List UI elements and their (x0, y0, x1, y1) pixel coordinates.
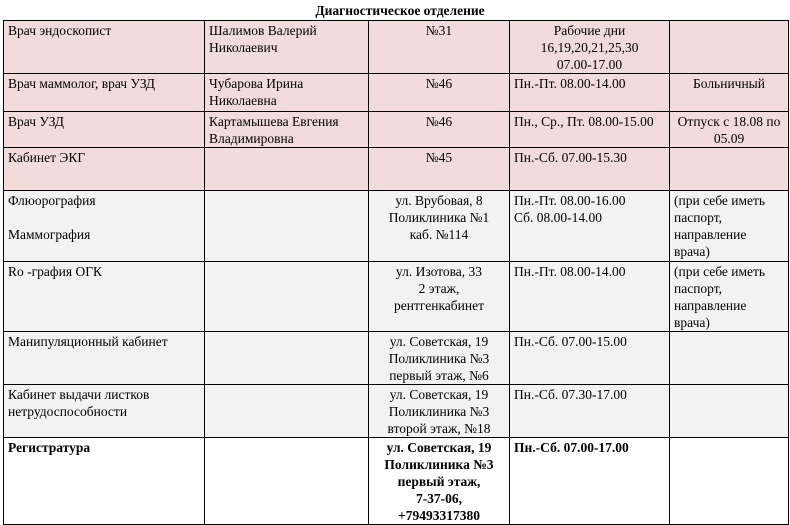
table-cell: Манипуляционный кабинет (3, 331, 205, 385)
table-cell: ул. Советская, 19 Поликлиника №3 первый … (368, 331, 510, 385)
table-cell: №46 (368, 111, 510, 148)
table-cell: Пн.-Сб. 07.30-17.00 (509, 384, 670, 438)
table-cell: Отпуск с 18.08 по 05.09 (669, 111, 789, 148)
table-cell: ул. Советская, 19 Поликлиника №3 второй … (368, 384, 510, 438)
table-cell: Чубарова Ирина Николаевна (204, 73, 369, 112)
table-cell: Пн.-Пт. 08.00-14.00 (509, 73, 670, 112)
table-row: Манипуляционный кабинет ул. Советская, 19… (3, 331, 789, 385)
page: Диагностическое отделение Врач эндоскопи… (3, 3, 789, 525)
table-cell (204, 331, 369, 385)
table-cell (669, 20, 789, 74)
table-cell: Флюорография Маммография (3, 190, 205, 262)
table-cell: ул. Врубовая, 8 Поликлиника №1 каб. №114 (368, 190, 510, 262)
table-cell: Рабочие дни 16,19,20,21,25,30 07.00-17.0… (509, 20, 670, 74)
table-cell (669, 147, 789, 191)
table-cell: ул. Советская, 19 Поликлиника №3 первый … (368, 437, 510, 525)
table-cell: Врач маммолог, врач УЗД (3, 73, 205, 112)
table-cell (669, 331, 789, 385)
table-cell (204, 384, 369, 438)
table-cell (204, 261, 369, 332)
table-cell: Шалимов Валерий Николаевич (204, 20, 369, 74)
table-row: Флюорография Маммография ул. Врубовая, 8 … (3, 190, 789, 262)
schedule-table: Врач эндоскопист Шалимов Валерий Николаев… (3, 20, 789, 525)
table-cell (669, 437, 789, 525)
table-row: Врач маммолог, врач УЗД Чубарова Ирина Ни… (3, 73, 789, 112)
table-cell: Пн.-Сб. 07.00-17.00 (509, 437, 670, 525)
table-cell: Пн.-Сб. 07.00-15.00 (509, 331, 670, 385)
table-cell: Больничный (669, 73, 789, 112)
table-row: Регистратура ул. Советская, 19 Поликлиник… (3, 437, 789, 525)
table-cell: (при себе иметь паспорт, направление вра… (669, 190, 789, 262)
table-cell: Ro -графия ОГК (3, 261, 205, 332)
table-cell: №45 (368, 147, 510, 191)
table-cell (669, 384, 789, 438)
table-cell: Пн.-Сб. 07.00-15.30 (509, 147, 670, 191)
table-cell: (при себе иметь паспорт, направление вра… (669, 261, 789, 332)
table-row: Врач УЗД Картамышева Евгения Владимировна… (3, 111, 789, 148)
title: Диагностическое отделение (315, 3, 485, 18)
table-cell (204, 190, 369, 262)
table-cell: Картамышева Евгения Владимировна (204, 111, 369, 148)
table-cell: №46 (368, 73, 510, 112)
table-cell: Кабинет выдачи листков нетрудоспособност… (3, 384, 205, 438)
table-row: Ro -графия ОГК ул. Изотова, 33 2 этаж, ре… (3, 261, 789, 332)
table-cell (204, 147, 369, 191)
table-cell: №31 (368, 20, 510, 74)
table-cell: Регистратура (3, 437, 205, 525)
table-row: Кабинет ЭКГ №45 Пн.-Сб. 07.00-15.30 (3, 147, 789, 191)
table-cell: Кабинет ЭКГ (3, 147, 205, 191)
table-row: Врач эндоскопист Шалимов Валерий Николаев… (3, 20, 789, 74)
table-cell: ул. Изотова, 33 2 этаж, рентгенкабинет (368, 261, 510, 332)
table-cell: Врач УЗД (3, 111, 205, 148)
table-cell (204, 437, 369, 525)
table-cell: Пн.-Пт. 08.00-16.00 Сб. 08.00-14.00 (509, 190, 670, 262)
table-cell: Пн., Ср., Пт. 08.00-15.00 (509, 111, 670, 148)
table-row: Кабинет выдачи листков нетрудоспособност… (3, 384, 789, 438)
table-cell: Пн.-Пт. 08.00-14.00 (509, 261, 670, 332)
table-cell: Врач эндоскопист (3, 20, 205, 74)
